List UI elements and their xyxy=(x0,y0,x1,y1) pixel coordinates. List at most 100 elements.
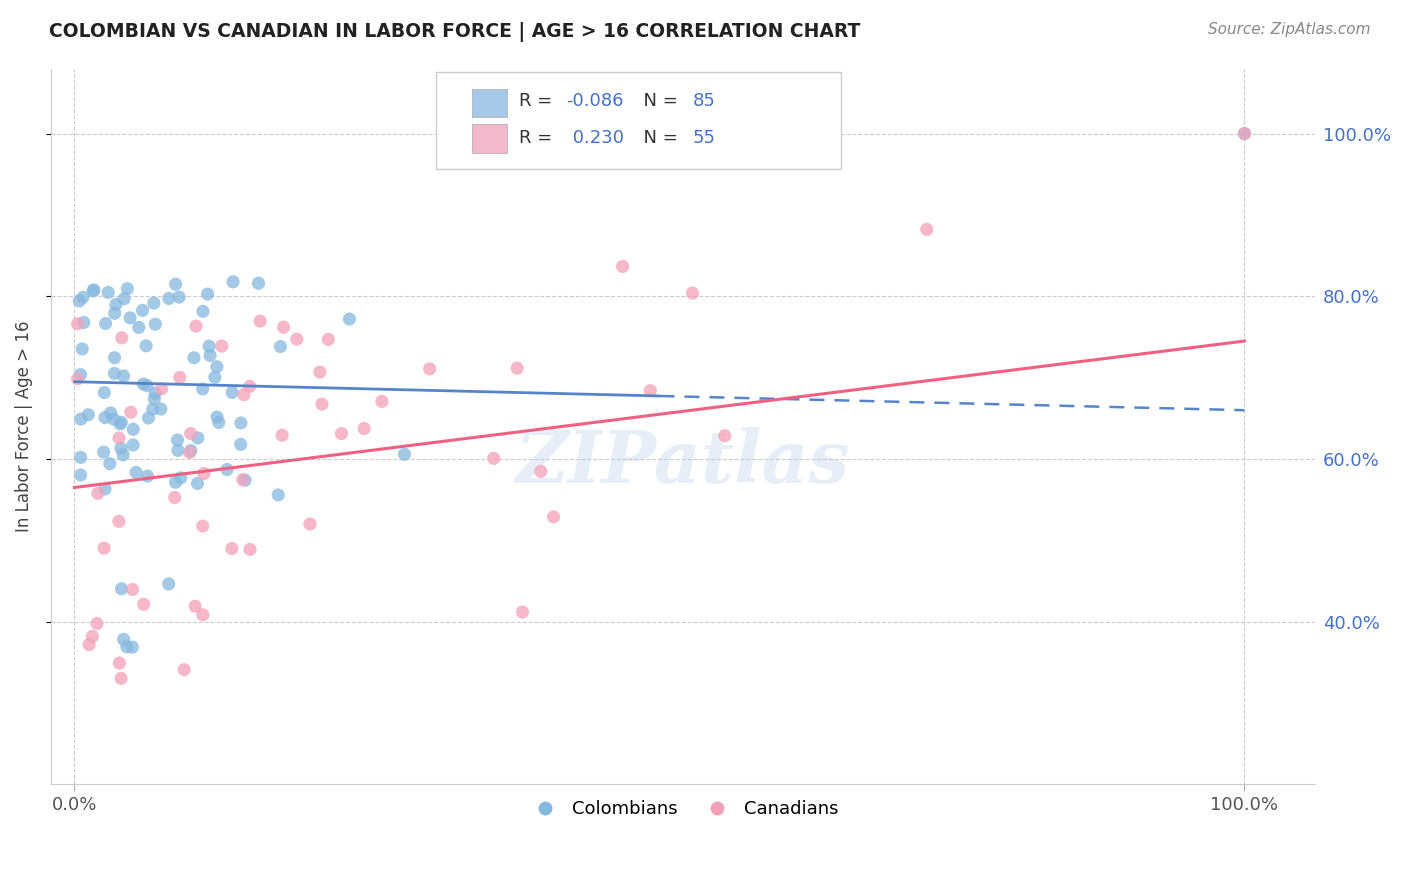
Point xyxy=(339,312,361,326)
Point xyxy=(94,317,117,331)
Text: ZIPatlas: ZIPatlas xyxy=(516,426,849,498)
Point xyxy=(318,333,340,347)
Point xyxy=(136,469,159,483)
Point xyxy=(1233,127,1256,141)
Point xyxy=(184,599,207,614)
Point xyxy=(94,410,117,425)
Point xyxy=(143,317,166,331)
Point xyxy=(166,433,188,447)
Point xyxy=(208,416,231,430)
Point xyxy=(132,377,155,392)
FancyBboxPatch shape xyxy=(436,72,841,169)
Point xyxy=(205,410,228,425)
FancyBboxPatch shape xyxy=(472,88,508,117)
Text: R =: R = xyxy=(519,129,558,147)
Point xyxy=(330,426,353,441)
Point xyxy=(191,607,214,622)
Point xyxy=(108,417,131,431)
Point xyxy=(115,640,138,654)
Point xyxy=(82,629,104,643)
Text: Source: ZipAtlas.com: Source: ZipAtlas.com xyxy=(1208,22,1371,37)
Point xyxy=(157,292,180,306)
Point xyxy=(211,339,233,353)
Text: 85: 85 xyxy=(693,92,716,110)
Point xyxy=(221,541,243,556)
Point xyxy=(110,582,132,596)
Point xyxy=(67,293,90,308)
Point xyxy=(239,379,262,393)
Point xyxy=(191,304,214,318)
Text: N =: N = xyxy=(633,92,683,110)
Point xyxy=(77,638,100,652)
Point xyxy=(104,306,127,320)
Point xyxy=(267,488,290,502)
Point xyxy=(125,466,148,480)
Point xyxy=(298,516,321,531)
Point xyxy=(269,339,291,353)
Point xyxy=(915,222,938,236)
Point xyxy=(233,473,256,487)
Point xyxy=(149,402,172,417)
Point xyxy=(112,368,135,383)
Point xyxy=(163,491,186,505)
Point xyxy=(112,448,135,462)
Point xyxy=(131,303,153,318)
Point xyxy=(132,597,155,611)
Point xyxy=(187,431,209,445)
Text: R =: R = xyxy=(519,92,558,110)
Point xyxy=(229,437,252,451)
Point xyxy=(239,542,262,557)
Point xyxy=(612,260,634,274)
Point xyxy=(309,365,332,379)
Point xyxy=(70,342,93,356)
Point xyxy=(197,287,219,301)
Point xyxy=(419,362,441,376)
Point xyxy=(170,471,193,485)
Point xyxy=(108,514,131,528)
Text: COLOMBIAN VS CANADIAN IN LABOR FORCE | AGE > 16 CORRELATION CHART: COLOMBIAN VS CANADIAN IN LABOR FORCE | A… xyxy=(49,22,860,42)
Point xyxy=(229,416,252,430)
Text: -0.086: -0.086 xyxy=(567,92,624,110)
Point xyxy=(506,361,529,376)
Point xyxy=(285,332,308,346)
Point xyxy=(66,372,89,386)
Point xyxy=(198,339,221,353)
Point xyxy=(69,368,91,382)
Y-axis label: In Labor Force | Age > 16: In Labor Force | Age > 16 xyxy=(15,321,32,533)
Point xyxy=(180,443,202,458)
Point xyxy=(713,429,735,443)
Point xyxy=(249,314,271,328)
Point xyxy=(93,385,115,400)
Point xyxy=(112,292,135,306)
Point xyxy=(371,394,394,409)
Point xyxy=(108,431,131,445)
Point xyxy=(142,296,165,310)
Point xyxy=(179,445,201,459)
Point xyxy=(66,317,89,331)
Point xyxy=(191,519,214,533)
Point xyxy=(482,451,505,466)
Point xyxy=(232,388,254,402)
Point xyxy=(87,486,110,500)
Point xyxy=(640,384,662,398)
Point xyxy=(204,370,226,384)
Point xyxy=(108,656,131,670)
Point xyxy=(97,285,120,300)
Point xyxy=(103,412,125,426)
Point xyxy=(157,577,180,591)
Point xyxy=(215,462,238,476)
Point xyxy=(543,509,565,524)
Point xyxy=(77,408,100,422)
Point xyxy=(167,443,190,458)
Point xyxy=(122,422,145,436)
Point xyxy=(143,392,166,406)
Point xyxy=(98,457,121,471)
Point xyxy=(271,428,294,442)
Point xyxy=(311,397,333,411)
Point xyxy=(221,385,243,400)
Point xyxy=(180,426,202,441)
Point xyxy=(94,482,117,496)
Legend: Colombians, Canadians: Colombians, Canadians xyxy=(520,793,846,825)
FancyBboxPatch shape xyxy=(472,124,508,153)
Point xyxy=(150,382,173,396)
